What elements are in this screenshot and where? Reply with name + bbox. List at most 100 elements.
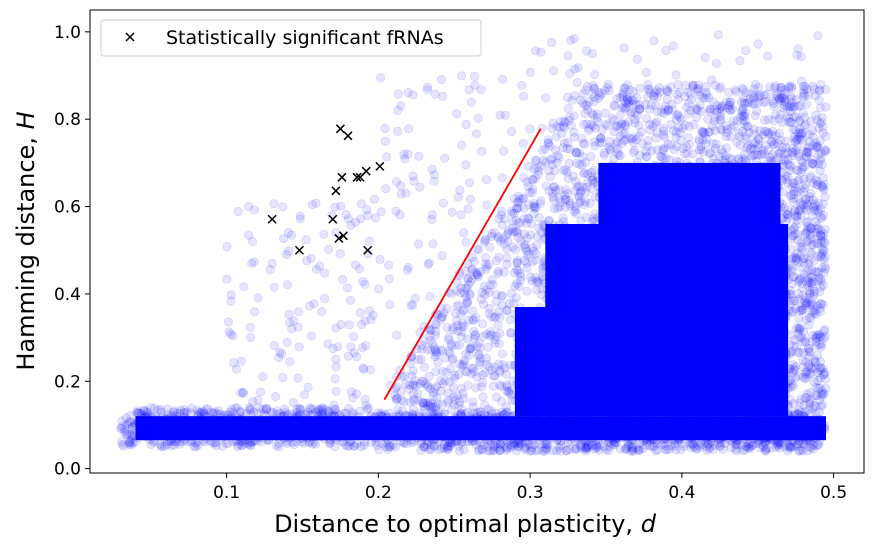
- cloud-point: [563, 103, 573, 114]
- cloud-point: [738, 446, 748, 456]
- cloud-point: [540, 443, 550, 454]
- cloud-point: [408, 366, 418, 376]
- cloud-point: [783, 205, 793, 216]
- cloud-point: [456, 309, 466, 319]
- cloud-point: [390, 442, 400, 452]
- cloud-point: [808, 81, 818, 92]
- cloud-point: [594, 445, 605, 455]
- cloud-point: [794, 132, 804, 142]
- cloud-point: [519, 173, 529, 183]
- cloud-point: [314, 406, 324, 416]
- cloud-point: [605, 136, 615, 147]
- cloud-point: [710, 440, 720, 450]
- cloud-point: [505, 328, 516, 338]
- cloud-point: [774, 440, 784, 450]
- cloud-point: [469, 326, 479, 336]
- cloud-point: [815, 306, 825, 317]
- cloud-point: [652, 128, 662, 138]
- cloud-point: [126, 440, 136, 450]
- cloud-point: [774, 128, 785, 139]
- cloud-point: [489, 441, 499, 451]
- cloud-point: [634, 445, 644, 455]
- cloud-point: [491, 255, 502, 266]
- cloud-point: [274, 442, 284, 452]
- cloud-point: [732, 440, 742, 450]
- cloud-point: [731, 446, 742, 456]
- cloud-point: [621, 444, 631, 454]
- cloud-point: [769, 115, 779, 126]
- cloud-point: [580, 444, 590, 454]
- cloud-point: [675, 87, 685, 98]
- cloud-point: [119, 427, 130, 437]
- cloud-point: [125, 438, 135, 448]
- cloud-point: [528, 184, 538, 194]
- cloud-point: [800, 183, 810, 193]
- cloud-point: [705, 442, 715, 452]
- cloud-point: [459, 444, 469, 455]
- cloud-point: [652, 445, 663, 455]
- cloud-point: [232, 441, 243, 452]
- cloud-point: [801, 372, 812, 382]
- cloud-point: [576, 443, 587, 453]
- cloud-point: [483, 342, 493, 352]
- cloud-point: [146, 439, 156, 450]
- cloud-point: [705, 149, 715, 159]
- cloud-point: [124, 429, 134, 439]
- cloud-point: [502, 445, 512, 455]
- cloud-point: [492, 443, 502, 453]
- cloud-point: [556, 446, 566, 456]
- cloud-point: [563, 174, 573, 184]
- cloud-point: [551, 132, 561, 142]
- cloud-point: [813, 176, 823, 187]
- cloud-point: [468, 402, 478, 412]
- cloud-point: [583, 441, 593, 451]
- cloud-point: [157, 441, 167, 451]
- cloud-point: [582, 442, 593, 452]
- cloud-point: [454, 300, 464, 310]
- cloud-point: [821, 102, 831, 112]
- cloud-point: [794, 206, 805, 216]
- cloud-point: [514, 281, 524, 292]
- cloud-point: [818, 128, 828, 138]
- cloud-point: [790, 373, 801, 383]
- cloud-point: [475, 343, 485, 353]
- cloud-point: [469, 256, 479, 266]
- cloud-point: [473, 445, 484, 456]
- cloud-point: [753, 140, 764, 150]
- cloud-point: [627, 441, 637, 451]
- cloud-point: [459, 356, 469, 366]
- cloud-point: [478, 331, 488, 341]
- cloud-point: [202, 405, 212, 415]
- cloud-point: [617, 138, 627, 149]
- cloud-point: [486, 406, 496, 416]
- cloud-point: [730, 444, 741, 454]
- cloud-point: [482, 441, 493, 452]
- cloud-point: [502, 259, 512, 269]
- cloud-point: [442, 303, 452, 314]
- cloud-point: [125, 438, 135, 448]
- cloud-point: [518, 194, 528, 204]
- cloud-point: [578, 169, 589, 179]
- cloud-point: [817, 113, 827, 123]
- cloud-point: [708, 444, 718, 454]
- cloud-point: [602, 121, 613, 131]
- cloud-point: [493, 320, 503, 330]
- cloud-point: [815, 332, 825, 342]
- cloud-point: [816, 80, 826, 90]
- cloud-point: [237, 441, 247, 451]
- cloud-point: [523, 439, 534, 449]
- cloud-point: [330, 441, 340, 452]
- cloud-point: [117, 439, 128, 449]
- cloud-point: [552, 446, 562, 456]
- cloud-point: [481, 285, 491, 295]
- cloud-point: [632, 442, 642, 452]
- cloud-point: [560, 165, 571, 175]
- cloud-point: [451, 340, 461, 350]
- cloud-point: [581, 187, 591, 198]
- cloud-point: [761, 444, 771, 454]
- cloud-point: [813, 159, 823, 169]
- cloud-point: [586, 152, 596, 162]
- cloud-point: [589, 165, 599, 175]
- cloud-point: [176, 405, 186, 415]
- cloud-point: [179, 405, 190, 415]
